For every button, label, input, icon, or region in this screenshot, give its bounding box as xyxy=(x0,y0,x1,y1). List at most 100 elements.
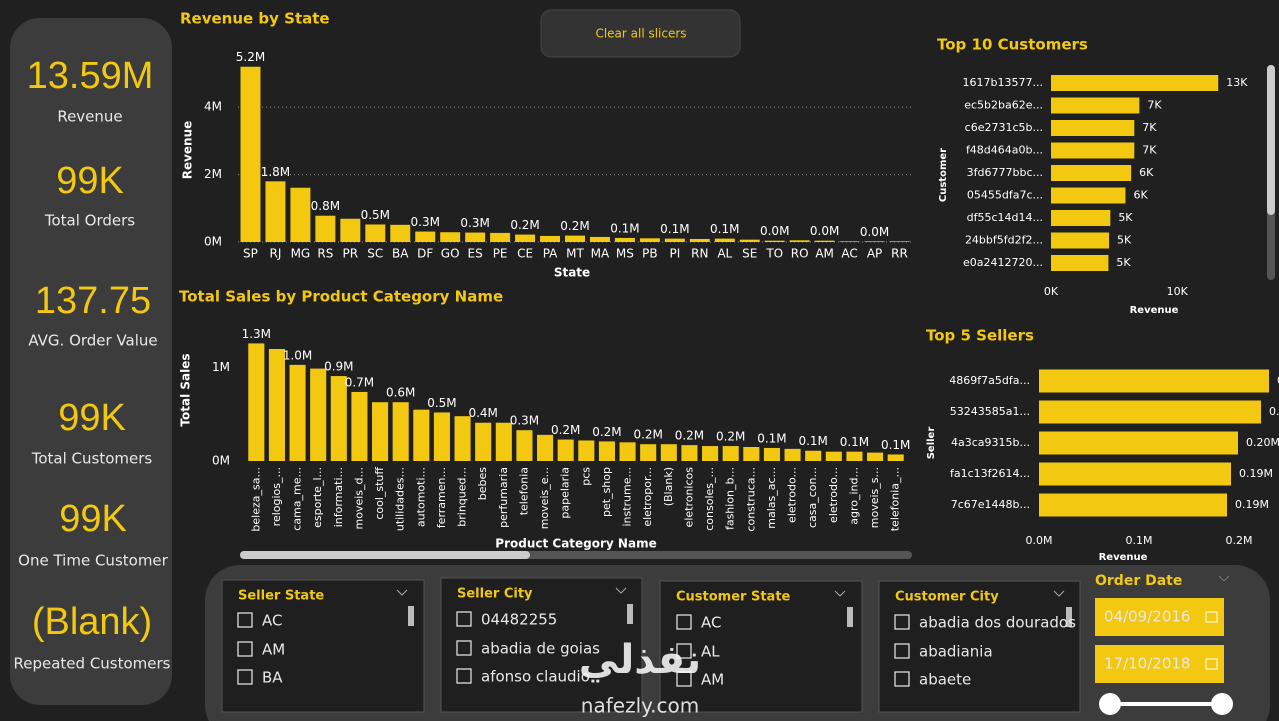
y-tick-label: e0a2412720... xyxy=(963,256,1043,269)
value-label: 0.8M xyxy=(311,199,340,213)
slicer-item[interactable]: AM xyxy=(701,671,724,689)
value-label: 7K xyxy=(1142,121,1157,134)
checkbox[interactable] xyxy=(894,643,910,659)
scroll-thumb[interactable] xyxy=(627,604,633,624)
slicer-item[interactable]: 04482255 xyxy=(481,611,557,629)
kpi-value: 99K xyxy=(56,160,124,202)
x-tick-label: relogios_... xyxy=(270,467,283,526)
bar xyxy=(1039,431,1238,455)
checkbox[interactable] xyxy=(237,641,253,657)
bar xyxy=(495,422,512,461)
date-box[interactable] xyxy=(1095,598,1224,636)
checkbox[interactable] xyxy=(676,614,692,630)
x-tick-label: (Blank) xyxy=(662,467,675,506)
x-tick-label: casa_con... xyxy=(806,467,819,528)
bar xyxy=(365,224,386,242)
slicer-item[interactable]: AC xyxy=(701,614,721,632)
checkbox[interactable] xyxy=(894,671,910,687)
value-label: 0.3M xyxy=(460,216,489,230)
slicer-item[interactable]: abadia de goias xyxy=(481,640,600,658)
kpi-value: 13.59M xyxy=(27,55,154,97)
bar xyxy=(1051,255,1109,271)
y-tick-label: 1617b13577... xyxy=(963,76,1043,89)
bar xyxy=(864,241,885,242)
bar xyxy=(743,447,760,461)
range-handle[interactable] xyxy=(1099,693,1121,715)
bar xyxy=(1051,187,1126,204)
slicer-item[interactable]: abadia dos dourados xyxy=(919,614,1076,632)
x-tick-label: cama_me... xyxy=(291,467,304,531)
slicer-item[interactable]: AL xyxy=(701,643,720,661)
kpi-panel xyxy=(10,18,172,705)
checkbox[interactable] xyxy=(676,643,692,659)
slicer-box xyxy=(221,579,425,713)
checkbox[interactable] xyxy=(456,640,472,656)
date-box[interactable] xyxy=(1095,645,1224,683)
calendar-icon[interactable] xyxy=(1205,658,1218,670)
bar xyxy=(540,235,561,242)
bar xyxy=(598,441,615,461)
slicer-item[interactable]: abaete xyxy=(919,671,971,689)
chevron[interactable] xyxy=(834,590,846,597)
x-tick-label: consoles_... xyxy=(703,467,716,531)
slicer: Customer State AC AL AM xyxy=(659,580,863,713)
bar xyxy=(660,444,677,461)
y-tick-label: 7c67e1448b... xyxy=(951,498,1030,511)
bar xyxy=(664,238,685,242)
y-tick-label: 05455dfa7c... xyxy=(967,189,1043,202)
y-tick-label: 4a3ca9315b... xyxy=(951,436,1030,449)
x-tick-label: pet_shop xyxy=(600,467,613,517)
value-label: 1.0M xyxy=(283,348,312,362)
slicer-item[interactable]: abadiania xyxy=(919,643,993,661)
checkbox[interactable] xyxy=(237,669,253,685)
slicer-item[interactable]: afonso claudio xyxy=(481,668,590,686)
value-label: 13K xyxy=(1226,76,1248,89)
slicer-item[interactable]: AC xyxy=(262,612,282,630)
x-tick-label: RN xyxy=(691,247,708,261)
chevron[interactable] xyxy=(615,587,627,594)
calendar-icon[interactable] xyxy=(1205,611,1218,623)
slicer-item[interactable]: AM xyxy=(262,641,285,659)
bar xyxy=(537,434,554,461)
chevron[interactable] xyxy=(1053,590,1065,597)
range-handle[interactable] xyxy=(1211,693,1233,715)
checkbox[interactable] xyxy=(676,671,692,687)
scroll-thumb[interactable] xyxy=(1066,607,1072,627)
x-tick-label: MA xyxy=(591,247,610,261)
date-end[interactable]: 17/10/2018 xyxy=(1104,655,1190,673)
scroll-thumb[interactable] xyxy=(847,607,853,627)
value-label: 0.1M xyxy=(798,434,827,448)
x-tick-label: AC xyxy=(841,247,857,261)
kpi-value: 99K xyxy=(58,397,126,439)
bar xyxy=(372,402,389,461)
scroll-thumb[interactable] xyxy=(408,606,414,626)
checkbox[interactable] xyxy=(456,611,472,627)
clear-button-label[interactable]: Clear all slicers xyxy=(595,27,686,41)
kpi-value: 137.75 xyxy=(35,280,151,322)
checkbox[interactable] xyxy=(894,614,910,630)
scroll-thumb[interactable] xyxy=(240,551,530,559)
checkbox[interactable] xyxy=(237,612,253,628)
slicer-box xyxy=(878,580,1081,713)
x-tick-label: AL xyxy=(717,247,732,261)
bar xyxy=(1051,97,1140,114)
chevron[interactable] xyxy=(1218,575,1230,582)
clear-button[interactable] xyxy=(540,9,741,58)
value-label: 0.0M xyxy=(810,224,839,238)
y-axis-title: Customer xyxy=(938,148,949,202)
x-tick-label: DF xyxy=(417,247,433,261)
bar xyxy=(722,446,739,461)
chevron[interactable] xyxy=(396,589,408,596)
value-label: 5K xyxy=(1117,234,1132,247)
scroll-thumb[interactable] xyxy=(1267,65,1275,215)
bar xyxy=(702,446,719,461)
date-start[interactable]: 04/09/2016 xyxy=(1104,608,1190,626)
value-label: 0.1M xyxy=(610,221,639,235)
checkbox[interactable] xyxy=(456,668,472,684)
x-tick-label: utilidades... xyxy=(394,467,407,531)
value-label: 0.1M xyxy=(840,435,869,449)
x-tick-label: AP xyxy=(867,247,882,261)
y-tick-label: fa1c13f2614... xyxy=(950,467,1030,480)
slicer-item[interactable]: BA xyxy=(262,669,283,687)
